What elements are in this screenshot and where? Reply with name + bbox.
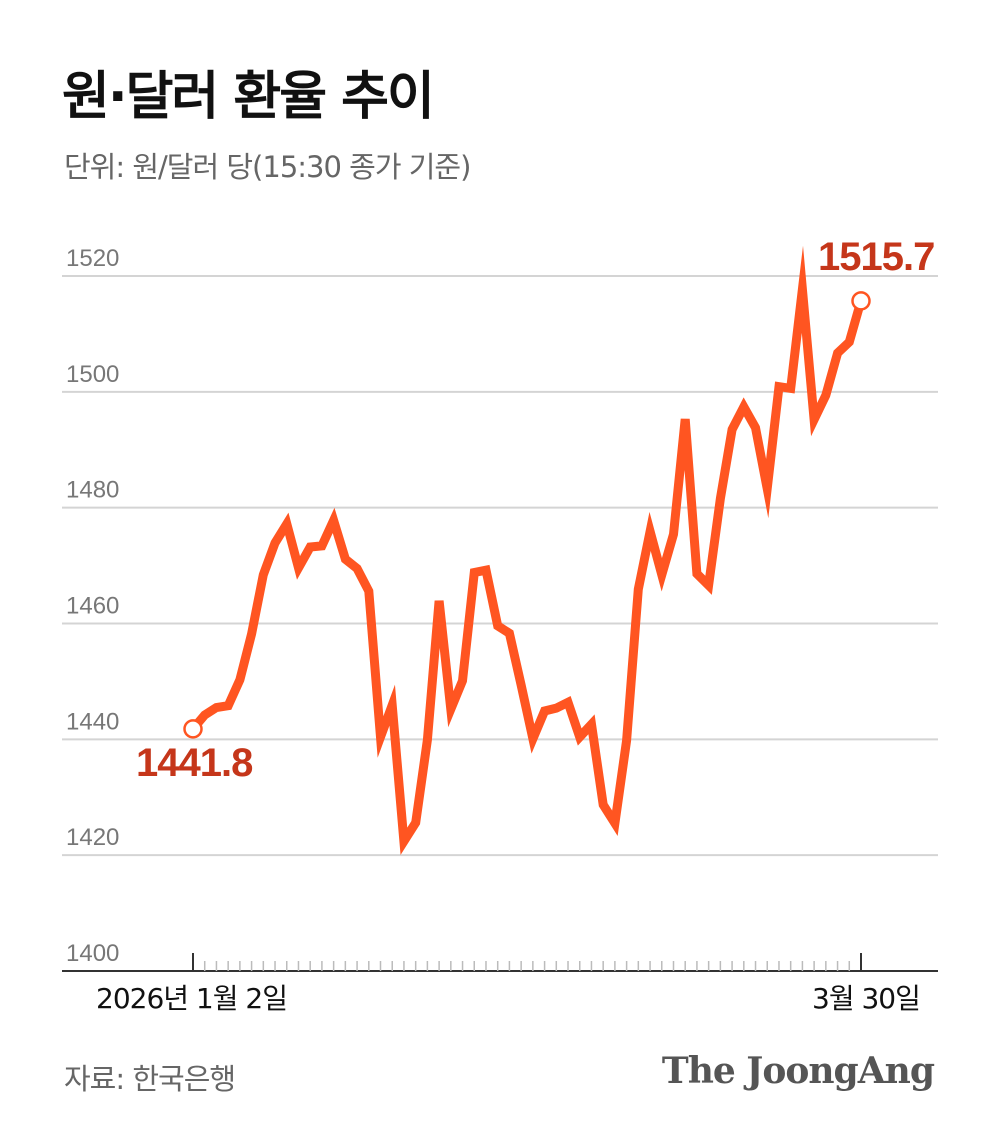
y-tick-label: 1420: [66, 824, 119, 851]
source-note: 자료: 한국은행: [64, 1062, 236, 1096]
y-tick-label: 1400: [66, 940, 119, 967]
y-tick-label: 1440: [66, 708, 119, 735]
y-tick-label: 1520: [66, 245, 119, 272]
exchange-rate-line: [189, 245, 866, 855]
x-axis: [62, 953, 938, 972]
start-value-label: 1441.8: [136, 741, 253, 785]
series-line: [189, 245, 866, 855]
y-tick-label: 1460: [66, 593, 119, 620]
y-tick-labels: 1400 1420 1440 1460 1480 1500 1520: [66, 245, 119, 967]
publisher-logo: The JoongAng: [661, 1050, 935, 1092]
end-point-marker: [851, 291, 871, 311]
y-tick-label: 1500: [66, 361, 119, 388]
x-end-label: 3월 30일: [812, 982, 920, 1015]
y-tick-label: 1480: [66, 477, 119, 504]
chart-subtitle: 단위: 원/달러 당(15:30 종가 기준): [64, 150, 471, 184]
start-point-marker: [183, 719, 203, 739]
x-start-label: 2026년 1월 2일: [96, 982, 287, 1015]
end-value-label: 1515.7: [818, 235, 934, 279]
point-markers: [183, 291, 871, 739]
chart-title: 원·달러 환율 추이: [62, 67, 435, 127]
